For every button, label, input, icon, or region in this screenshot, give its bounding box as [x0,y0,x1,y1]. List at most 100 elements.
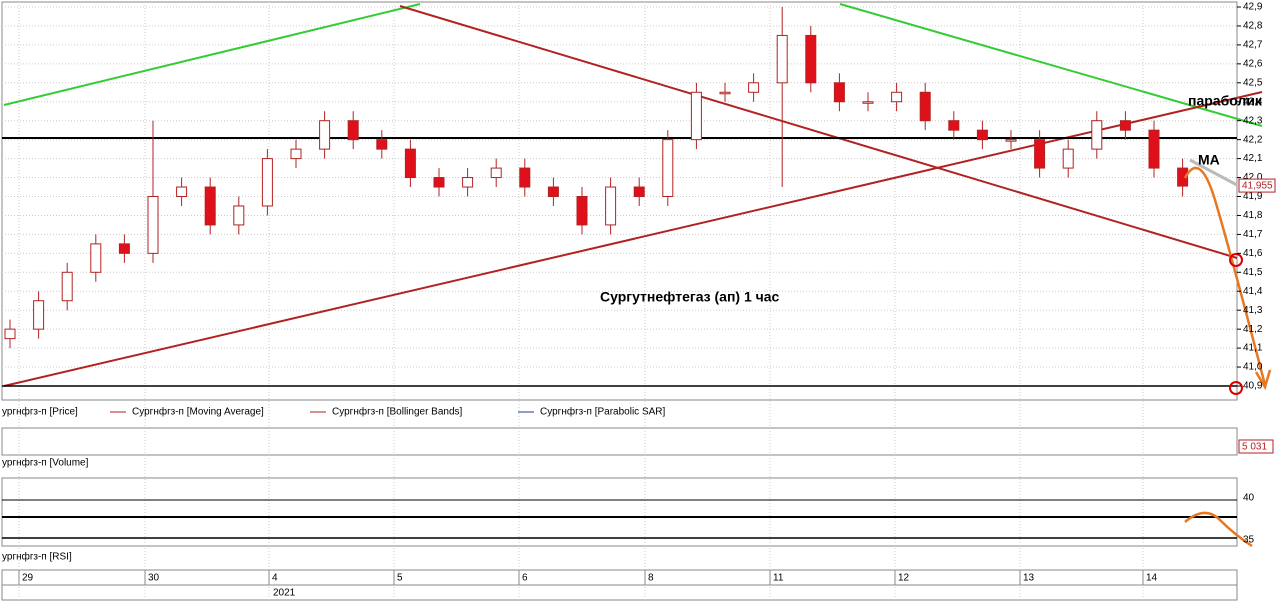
y-tick-label: 41,1 [1243,343,1263,354]
candle-body [90,243,102,273]
forecast-arrow [1183,166,1267,386]
y-tick-label: 42,6 [1243,58,1263,69]
candle-body [1062,148,1074,169]
y-tick-label: 41,5 [1243,267,1263,278]
candle-body [891,91,903,103]
legend-item: Сургнфгз-п [Moving Average] [132,406,264,418]
candle-body [61,271,73,302]
candle-body [290,148,302,160]
volume-panel [1,427,1238,456]
candle-body [204,186,216,226]
trend-line [839,3,1263,127]
x-tick-label: 5 [397,573,403,584]
candle-body [576,196,588,226]
candles [4,7,1189,349]
trend-line [3,3,421,106]
y-tick-label: 41,8 [1243,210,1263,221]
y-tick-label: 41,2 [1243,324,1263,335]
candle-body [319,120,331,150]
ma-line [1189,158,1238,187]
candle-body [376,139,388,150]
y-tick-label: 41,0 [1243,362,1263,373]
candle-body [605,186,617,226]
rsi-panel [1,477,1238,547]
candle-body [805,34,817,84]
candle-body [1005,139,1017,142]
candle-body [404,148,416,179]
trend-line [399,5,1238,259]
annotation: параболик [1188,93,1263,109]
y-tick-label: 42,1 [1243,153,1263,164]
legend-item: ургнфгз-п [Price] [2,406,78,418]
candle-body [1119,120,1131,131]
y-tick-label: 41,6 [1243,248,1263,259]
x-tick-label: 30 [148,573,160,584]
y-tick-label: 42,0 [1243,172,1263,183]
y-tick-label: 41,4 [1243,286,1263,297]
volume-badge [1238,439,1274,454]
candle-body [118,243,130,254]
rsi-tick-label: 40 [1243,493,1255,504]
x-tick-label: 14 [1146,573,1158,584]
candle-body [862,101,874,104]
candle-body [547,186,559,197]
volume-value: 5 031 [1242,442,1267,453]
candle-body [776,34,788,84]
candle-body [261,158,273,207]
candle-body [748,82,760,93]
candle-body [519,167,531,188]
year-label: 2021 [273,588,296,599]
candle-body [33,300,45,330]
candle-body [176,186,188,197]
candle-body [347,120,359,141]
y-tick-label: 42,7 [1243,40,1263,51]
legend-item: Сургнфгз-п [Parabolic SAR] [540,406,666,418]
candle-body [147,196,159,254]
candle-body [490,167,502,179]
candle-body [1091,120,1103,150]
x-tick-label: 13 [1023,573,1035,584]
candle-body [919,91,931,122]
candle-body [948,120,960,131]
x-tick-label: 8 [648,573,654,584]
x-tick-label: 29 [22,573,34,584]
candle-body [1148,129,1160,169]
x-tick-label: 4 [272,573,278,584]
target-circle [1229,381,1243,395]
price-badge [1238,178,1276,193]
chart-title: Сургутнефтегаз (ап) 1 час [600,289,780,305]
y-tick-label: 42,9 [1243,2,1263,13]
y-tick-label: 42,3 [1243,115,1263,126]
y-tick-label: 42,4 [1243,96,1263,107]
x-tick-label: 6 [522,573,528,584]
x-tick-label: 12 [898,573,910,584]
candle-body [462,177,474,188]
candle-body [690,91,702,141]
y-tick-label: 41,7 [1243,229,1263,240]
price-panel [1,1,1238,401]
candle-body [433,177,445,188]
trend-line [3,91,1263,387]
candle-body [976,129,988,141]
y-tick-label: 41,3 [1243,305,1263,316]
candle-body [719,91,731,95]
y-tick-label: 42,5 [1243,77,1263,88]
panel-label: ургнфгз-п [Volume] [2,457,89,469]
y-tick-label: 40,9 [1243,381,1263,392]
rsi-tick-label: 35 [1243,535,1255,546]
panel-label: ургнфгз-п [RSI] [2,551,72,563]
candle-body [4,328,16,340]
forecast-arrow [1184,511,1253,548]
legend-item: Сургнфгз-п [Bollinger Bands] [332,406,463,418]
price-badge-label: 41,955 [1242,181,1273,192]
candle-body [662,139,674,197]
candle-body [233,205,245,226]
y-tick-label: 42,8 [1243,21,1263,32]
candle-body [633,186,645,197]
target-circle [1229,253,1243,267]
candle-body [1177,167,1189,187]
candle-body [1034,139,1046,169]
candle-body [833,82,845,103]
